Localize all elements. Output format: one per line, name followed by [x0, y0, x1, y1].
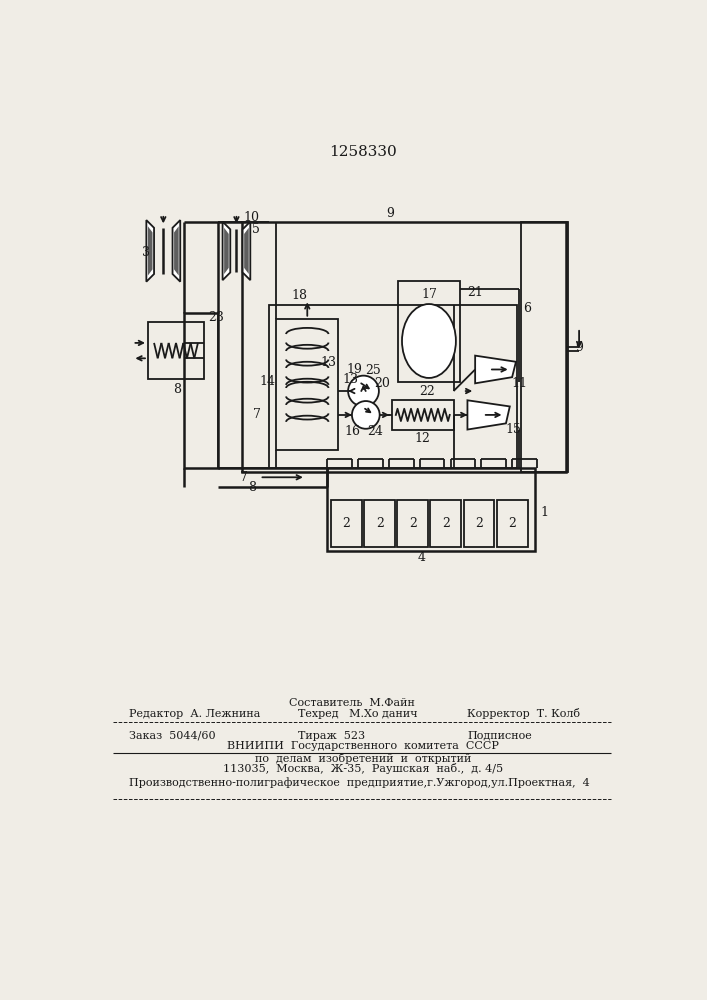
- Text: 23: 23: [208, 311, 223, 324]
- Text: 4: 4: [417, 551, 425, 564]
- Text: по  делам  изобретений  и  открытий: по делам изобретений и открытий: [255, 753, 471, 764]
- Text: 12: 12: [415, 432, 431, 445]
- Bar: [327, 468, 535, 551]
- Text: 13: 13: [342, 373, 358, 386]
- Text: 9: 9: [387, 207, 395, 220]
- Polygon shape: [148, 226, 153, 276]
- Text: ВНИИПИ  Государственного  комитета  СССР: ВНИИПИ Государственного комитета СССР: [227, 741, 498, 751]
- Text: 2: 2: [475, 517, 483, 530]
- Text: Тираж  523: Тираж 523: [298, 731, 366, 741]
- Text: Редактор  А. Лежнина: Редактор А. Лежнина: [129, 709, 260, 719]
- Text: 21: 21: [467, 286, 483, 299]
- Polygon shape: [146, 220, 154, 282]
- Text: 2: 2: [508, 517, 516, 530]
- Polygon shape: [244, 228, 249, 274]
- Polygon shape: [223, 222, 230, 280]
- Text: 1: 1: [540, 506, 549, 519]
- Text: 9: 9: [575, 341, 583, 354]
- Bar: [521, 222, 568, 472]
- Text: 13: 13: [321, 356, 337, 369]
- Polygon shape: [224, 228, 229, 274]
- Text: 10: 10: [244, 211, 260, 224]
- Text: 16: 16: [344, 425, 360, 438]
- Text: Корректор  Т. Колб: Корректор Т. Колб: [467, 708, 580, 719]
- Text: 17: 17: [421, 288, 437, 301]
- Polygon shape: [174, 226, 179, 276]
- Bar: [397, 500, 428, 547]
- Circle shape: [352, 401, 380, 429]
- Text: Подписное: Подписное: [467, 731, 532, 741]
- Bar: [364, 500, 395, 547]
- Polygon shape: [475, 356, 516, 383]
- Text: 15: 15: [506, 423, 522, 436]
- Text: Составитель  М.Файн: Составитель М.Файн: [289, 698, 415, 708]
- Bar: [464, 500, 494, 547]
- Ellipse shape: [402, 304, 456, 378]
- Text: 1258330: 1258330: [329, 145, 397, 159]
- Text: 18: 18: [291, 289, 308, 302]
- Text: 3: 3: [141, 246, 150, 259]
- Bar: [331, 500, 362, 547]
- Bar: [431, 500, 461, 547]
- Text: 8: 8: [173, 383, 181, 396]
- Polygon shape: [467, 400, 510, 430]
- Text: 25: 25: [365, 364, 380, 377]
- Text: Производственно-полиграфическое  предприятие,г.Ужгород,ул.Проектная,  4: Производственно-полиграфическое предприя…: [129, 778, 590, 788]
- Text: 113035,  Москва,  Ж-35,  Раушская  наб.,  д. 4/5: 113035, Москва, Ж-35, Раушская наб., д. …: [223, 764, 503, 774]
- Text: 5: 5: [252, 223, 259, 236]
- Bar: [392, 400, 454, 430]
- Text: 11: 11: [512, 377, 528, 390]
- Bar: [148, 322, 204, 379]
- Text: 2: 2: [375, 517, 384, 530]
- Text: Заказ  5044/60: Заказ 5044/60: [129, 731, 215, 741]
- Bar: [276, 319, 338, 450]
- Text: 6: 6: [522, 302, 531, 315]
- Circle shape: [348, 376, 379, 406]
- Text: 7: 7: [253, 408, 261, 421]
- Bar: [242, 222, 566, 472]
- Polygon shape: [243, 222, 250, 280]
- Text: 22: 22: [419, 385, 435, 398]
- Text: 2: 2: [409, 517, 416, 530]
- Text: 19: 19: [346, 363, 362, 376]
- Text: 8: 8: [248, 481, 256, 494]
- Bar: [269, 305, 518, 468]
- Bar: [497, 500, 527, 547]
- Text: 7: 7: [240, 471, 248, 484]
- Text: 20: 20: [374, 377, 390, 390]
- Bar: [398, 281, 460, 382]
- Text: 24: 24: [367, 425, 383, 438]
- Text: 2: 2: [343, 517, 351, 530]
- Text: 14: 14: [259, 375, 275, 388]
- Bar: [184, 312, 218, 468]
- Text: Техред   М.Хо данич: Техред М.Хо данич: [298, 709, 418, 719]
- Text: 2: 2: [442, 517, 450, 530]
- Polygon shape: [173, 220, 180, 282]
